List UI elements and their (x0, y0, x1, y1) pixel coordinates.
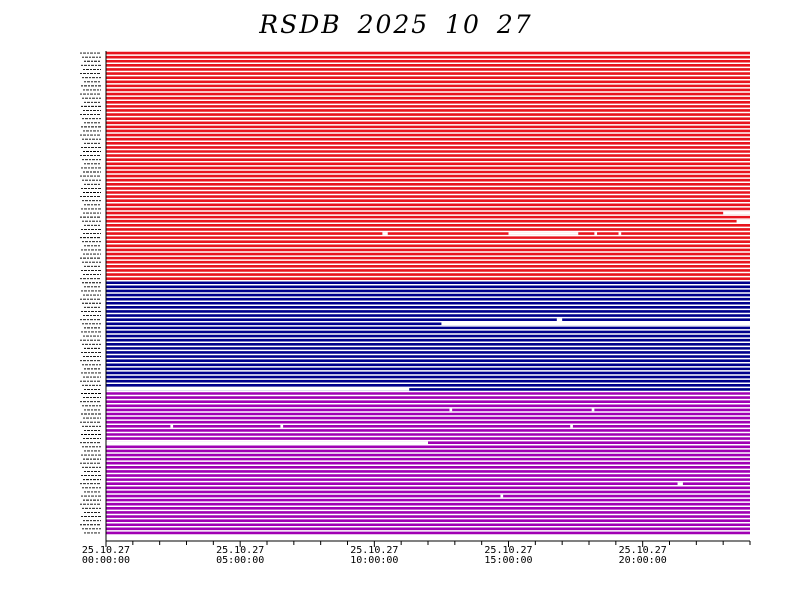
x-tick-label-date: 25.10.27 (619, 545, 667, 556)
channel-lines (106, 51, 750, 535)
x-axis: 25.10.2700:00:0025.10.2705:00:0025.10.27… (82, 51, 751, 566)
chart-title: RSDB 2025 10 27 (259, 10, 533, 39)
x-tick-label-date: 25.10.27 (216, 545, 264, 556)
x-tick-label-date: 25.10.27 (82, 545, 130, 556)
x-tick-label-time: 00:00:00 (82, 555, 130, 566)
x-tick-label-time: 15:00:00 (484, 555, 532, 566)
x-tick-label-date: 25.10.27 (484, 545, 532, 556)
data-gaps (106, 211, 750, 498)
x-tick-label-time: 10:00:00 (350, 555, 398, 566)
x-tick-label-date: 25.10.27 (350, 545, 398, 556)
channel-label-column (80, 52, 101, 534)
x-tick-label-time: 20:00:00 (619, 555, 667, 566)
x-tick-label-time: 05:00:00 (216, 555, 264, 566)
